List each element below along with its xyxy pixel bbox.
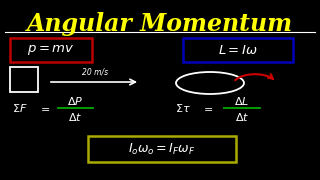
Text: $\Sigma\tau$: $\Sigma\tau$ <box>175 102 191 114</box>
Bar <box>10 67 38 92</box>
Text: 20 m/s: 20 m/s <box>82 68 108 76</box>
Text: $=$: $=$ <box>38 103 50 113</box>
Text: $\Delta t$: $\Delta t$ <box>235 111 249 123</box>
Bar <box>10 38 92 62</box>
Text: $\Delta L$: $\Delta L$ <box>235 95 250 107</box>
Text: $\Delta P$: $\Delta P$ <box>67 95 83 107</box>
Text: $p = mv$: $p = mv$ <box>27 43 75 57</box>
Text: $\Sigma F$: $\Sigma F$ <box>12 102 28 114</box>
Text: Angular Momentum: Angular Momentum <box>27 12 293 36</box>
Bar <box>183 38 293 62</box>
Text: $L = I\omega$: $L = I\omega$ <box>218 44 258 57</box>
Text: $I_o\omega_o = I_F\omega_F$: $I_o\omega_o = I_F\omega_F$ <box>128 141 196 157</box>
Text: $\Delta t$: $\Delta t$ <box>68 111 82 123</box>
Text: $=$: $=$ <box>201 103 213 113</box>
Bar <box>88 136 236 162</box>
